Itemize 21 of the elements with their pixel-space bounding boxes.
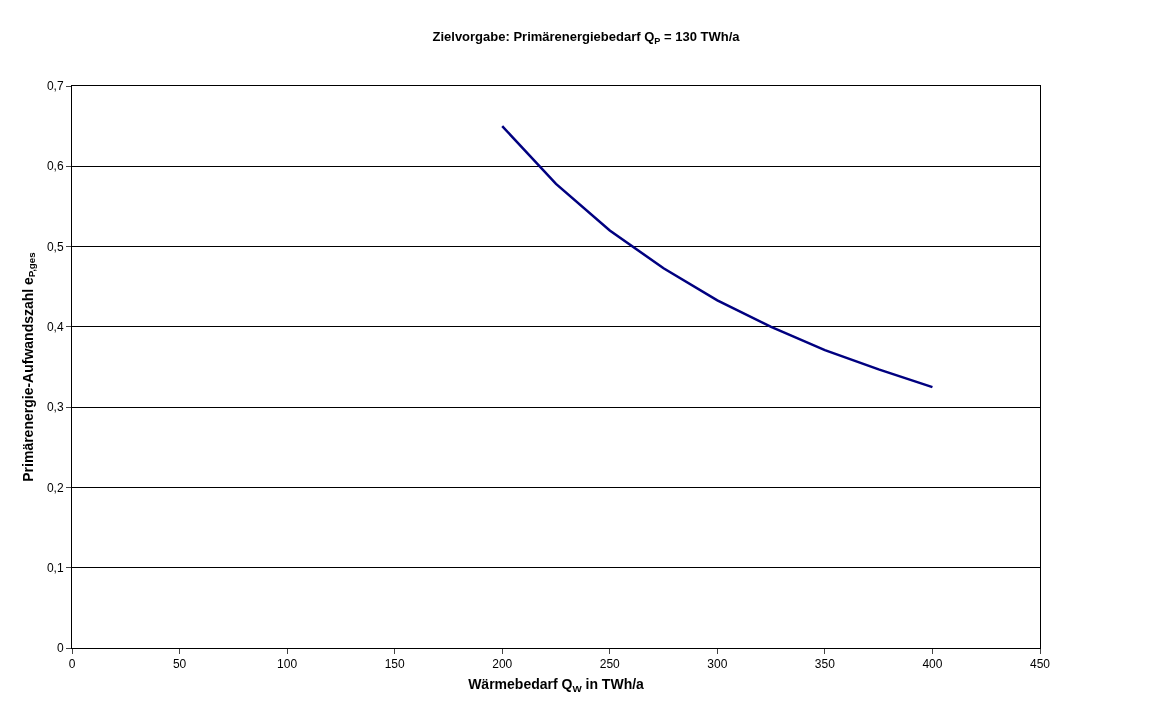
y-tick-label: 0,3 — [46, 400, 64, 415]
x-tick-label: 350 — [814, 657, 836, 672]
y-tick-label: 0 — [56, 641, 64, 656]
x-tick-label: 250 — [599, 657, 621, 672]
y-tick-label: 0,7 — [46, 79, 64, 94]
y-tick-label: 0,1 — [46, 560, 64, 575]
x-tick-label: 0 — [68, 657, 76, 672]
x-tick-label: 200 — [492, 657, 513, 672]
chart-title: Zielvorgabe: Primärenergiebedarf Q$_{P}$ = 130 TWh/a — [432, 28, 741, 46]
x-tick-label: 300 — [707, 657, 728, 672]
x-tick-label: 100 — [277, 657, 298, 672]
x-tick-label: 150 — [384, 657, 405, 672]
y-tick-label: 0,4 — [46, 320, 64, 335]
x-axis-title: Wärmebedarf Q$_{W}$ in TWh/a — [468, 675, 645, 694]
y-tick-label: 0,6 — [46, 159, 64, 174]
x-tick-label: 400 — [922, 657, 943, 672]
x-tick-label: 450 — [1029, 657, 1051, 672]
y-tick-label: 0,2 — [46, 480, 64, 495]
y-tick-label: 0,5 — [46, 239, 64, 254]
x-tick-label: 50 — [172, 657, 187, 672]
line-series — [500, 124, 934, 389]
